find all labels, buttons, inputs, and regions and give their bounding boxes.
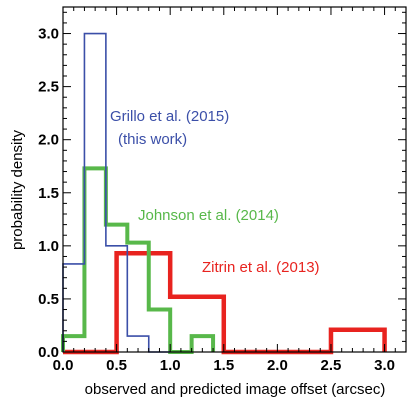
- x-tick-label: 0.0: [53, 357, 74, 374]
- x-tick-label: 3.0: [374, 357, 395, 374]
- x-tick-label: 1.5: [213, 357, 234, 374]
- annotation-grillo: Grillo et al. (2015): [110, 108, 229, 125]
- series-1-step-line: [61, 166, 216, 354]
- y-axis-label: probability density: [9, 129, 26, 250]
- x-tick-label: 0.5: [106, 357, 127, 374]
- y-tick-label: 1.0: [38, 238, 59, 255]
- annotation-johnson: Johnson et al. (2014): [138, 207, 279, 224]
- y-tick-label: 2.5: [38, 79, 59, 96]
- x-axis-label: observed and predicted image offset (arc…: [85, 381, 386, 398]
- y-tick-label: 1.5: [38, 185, 59, 202]
- y-tick-label: 2.0: [38, 132, 59, 149]
- axes: 0.0 0.5 1.0 1.5 2.0 2.5 3.0 0.0 0.5 1.0 1.5 2.0 2.5 3…: [38, 6, 407, 374]
- x-tick-label: 2.5: [321, 357, 342, 374]
- series-2-step-line: [63, 251, 387, 355]
- y-tick-label: 0.5: [38, 291, 59, 308]
- plot-area: [61, 32, 387, 355]
- annotation-zitrin: Zitrin et al. (2013): [202, 259, 320, 276]
- series-0-step-line: [62, 32, 171, 353]
- x-tick-label: 2.0: [267, 357, 288, 374]
- y-tick-label: 0.0: [38, 344, 59, 361]
- annotation-grillo-sub: (this work): [118, 131, 187, 148]
- x-tick-label: 1.0: [160, 357, 181, 374]
- y-tick-label: 3.0: [38, 26, 59, 43]
